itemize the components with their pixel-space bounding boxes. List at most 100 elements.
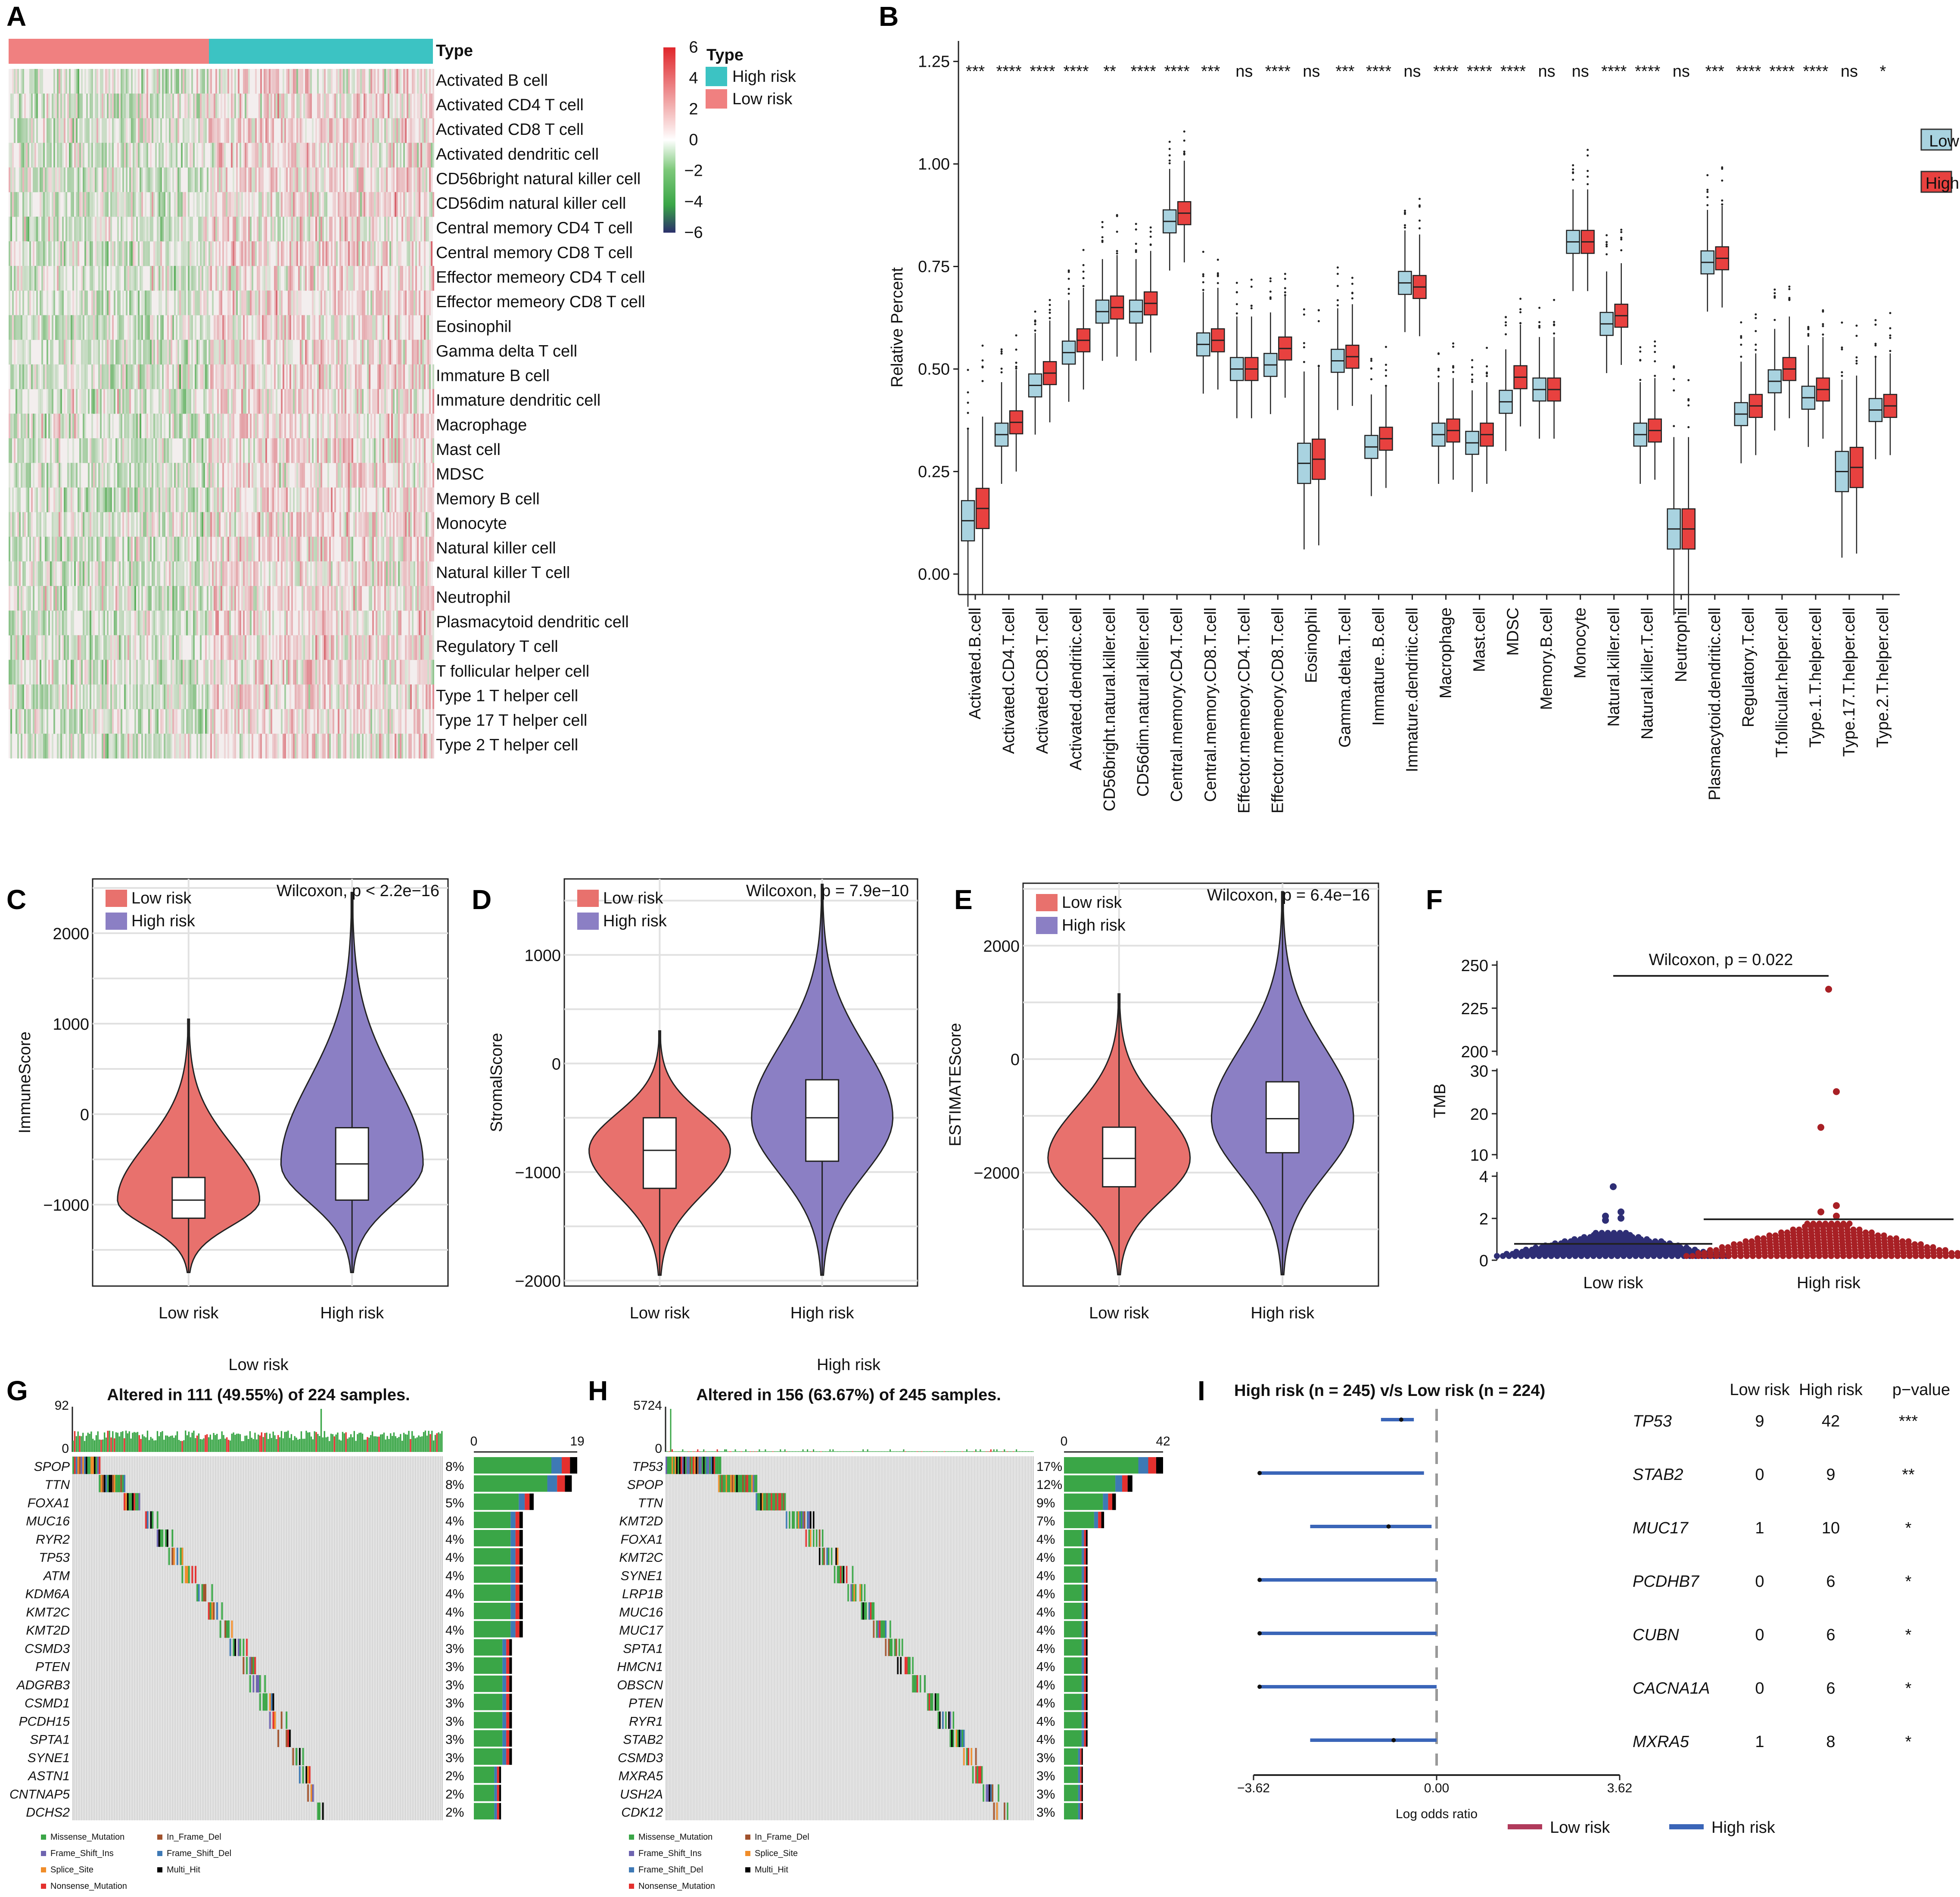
heatmap-cell xyxy=(100,315,102,340)
heatmap-cell xyxy=(422,315,424,340)
heatmap-cell xyxy=(233,512,234,537)
heatmap-cell xyxy=(102,118,103,143)
heatmap-cell xyxy=(33,536,34,562)
heatmap-cell xyxy=(29,660,31,685)
heatmap-cell xyxy=(140,635,141,660)
heatmap-cell xyxy=(159,586,160,611)
heatmap-cell xyxy=(65,241,67,266)
heatmap-cell xyxy=(345,266,346,291)
heatmap-cell xyxy=(281,660,283,685)
heatmap-cell xyxy=(95,167,96,193)
heatmap-cell xyxy=(98,389,100,414)
heatmap-cell xyxy=(367,414,369,439)
heatmap-cell xyxy=(122,487,124,513)
heatmap-cell xyxy=(405,487,407,513)
heatmap-cell xyxy=(221,290,222,315)
heatmap-cell xyxy=(432,463,434,488)
heatmap-cell xyxy=(83,290,84,315)
heatmap-cell xyxy=(53,660,55,685)
heatmap-cell xyxy=(72,241,74,266)
heatmap-cell xyxy=(128,709,129,734)
heatmap-cell xyxy=(167,536,169,562)
heatmap-cell xyxy=(336,463,338,488)
heatmap-cell xyxy=(159,290,160,315)
heatmap-cell xyxy=(122,389,124,414)
heatmap-cell xyxy=(298,635,300,660)
heatmap-cell xyxy=(217,660,219,685)
heatmap-cell xyxy=(331,709,333,734)
heatmap-cell xyxy=(350,635,352,660)
heatmap-cell xyxy=(181,414,183,439)
heatmap-cell xyxy=(260,611,262,635)
heatmap-cell xyxy=(95,709,96,734)
heatmap-cell xyxy=(264,684,265,710)
heatmap-cell xyxy=(53,241,55,266)
heatmap-cell xyxy=(184,536,186,562)
heatmap-cell xyxy=(195,561,196,586)
heatmap-cell xyxy=(64,192,65,217)
heatmap-cell xyxy=(160,463,162,488)
heatmap-cell xyxy=(336,118,338,143)
heatmap-cell xyxy=(103,733,105,759)
heatmap-cell xyxy=(193,635,195,660)
heatmap-cell xyxy=(48,586,50,611)
heatmap-cell xyxy=(150,684,152,710)
heatmap-cell xyxy=(160,660,162,685)
heatmap-cell xyxy=(365,684,367,710)
heatmap-cell xyxy=(427,340,429,365)
heatmap-cell xyxy=(312,340,314,365)
heatmap-cell xyxy=(343,340,345,365)
heatmap-cell xyxy=(312,536,314,562)
heatmap-cell xyxy=(395,733,396,759)
heatmap-cell xyxy=(431,635,432,660)
heatmap-cell xyxy=(148,512,150,537)
heatmap-cell xyxy=(153,93,155,118)
heatmap-cell xyxy=(191,364,193,389)
heatmap-cell xyxy=(193,118,195,143)
row-label: Activated B cell xyxy=(436,72,548,90)
heatmap-cell xyxy=(240,414,241,439)
heatmap-cell xyxy=(110,660,112,685)
heatmap-cell xyxy=(202,733,203,759)
heatmap-cell xyxy=(40,241,41,266)
heatmap-cell xyxy=(190,414,191,439)
heatmap-cell xyxy=(146,143,148,168)
heatmap-cell xyxy=(176,414,177,439)
heatmap-cell xyxy=(236,266,238,291)
heatmap-cell xyxy=(367,536,369,562)
heatmap-cell xyxy=(167,315,169,340)
heatmap-cell xyxy=(324,167,326,193)
heatmap-cell xyxy=(400,192,401,217)
heatmap-cell xyxy=(217,364,219,389)
heatmap-cell xyxy=(283,463,284,488)
heatmap-cell xyxy=(424,611,426,635)
heatmap-cell xyxy=(128,266,129,291)
heatmap-cell xyxy=(124,684,126,710)
heatmap-cell xyxy=(388,118,389,143)
heatmap-cell xyxy=(362,167,364,193)
heatmap-cell xyxy=(372,93,374,118)
heatmap-cell xyxy=(21,69,22,94)
heatmap-cell xyxy=(374,389,376,414)
heatmap-cell xyxy=(84,709,86,734)
heatmap-cell xyxy=(26,487,28,513)
heatmap-cell xyxy=(64,536,65,562)
heatmap-cell xyxy=(300,487,302,513)
heatmap-cell xyxy=(312,660,314,685)
heatmap-cell xyxy=(305,69,307,94)
heatmap-cell xyxy=(253,660,255,685)
heatmap-cell xyxy=(145,216,146,242)
heatmap-cell xyxy=(331,635,333,660)
heatmap-cell xyxy=(190,463,191,488)
heatmap-cell xyxy=(227,414,229,439)
heatmap-cell xyxy=(88,512,90,537)
heatmap-cell xyxy=(64,512,65,537)
heatmap-cell xyxy=(45,733,47,759)
heatmap-cell xyxy=(190,586,191,611)
heatmap-row-cells xyxy=(9,340,431,365)
heatmap-cell xyxy=(31,192,33,217)
heatmap-cell xyxy=(53,512,55,537)
heatmap-cell xyxy=(59,438,60,463)
heatmap-cell xyxy=(188,241,190,266)
heatmap-cell xyxy=(138,93,140,118)
